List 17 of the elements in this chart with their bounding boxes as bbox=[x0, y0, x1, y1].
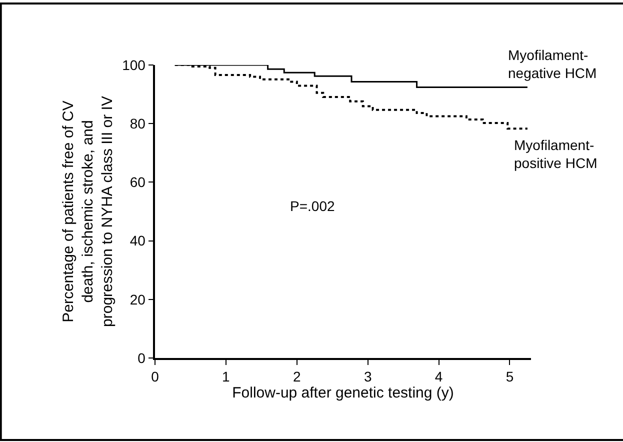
y-tick-label: 0 bbox=[138, 350, 146, 366]
x-tick-label: 4 bbox=[434, 368, 443, 385]
annotation: P=.002 bbox=[290, 198, 335, 214]
y-tick-label: 80 bbox=[130, 116, 146, 132]
x-tick-label: 1 bbox=[222, 368, 230, 385]
series-label: Myofilament- negative HCM bbox=[508, 47, 597, 82]
x-tick-label: 0 bbox=[151, 368, 160, 385]
y-tick-label: 40 bbox=[130, 232, 146, 249]
x-tick-label: 3 bbox=[364, 368, 372, 385]
x-tick-label: 2 bbox=[292, 368, 301, 385]
y-tick-label: 20 bbox=[130, 291, 146, 308]
series-label: Myofilament- positive HCM bbox=[514, 137, 598, 172]
y-tick-label: 100 bbox=[122, 56, 146, 73]
y-axis-title: Percentage of patients free of CV death, ischemic stroke, and progression to NYHA class III or IV bbox=[60, 96, 116, 327]
x-axis-title: Follow-up after genetic testing (y) bbox=[232, 384, 454, 402]
x-tick-label: 5 bbox=[506, 368, 514, 385]
y-tick-label: 60 bbox=[130, 174, 146, 190]
